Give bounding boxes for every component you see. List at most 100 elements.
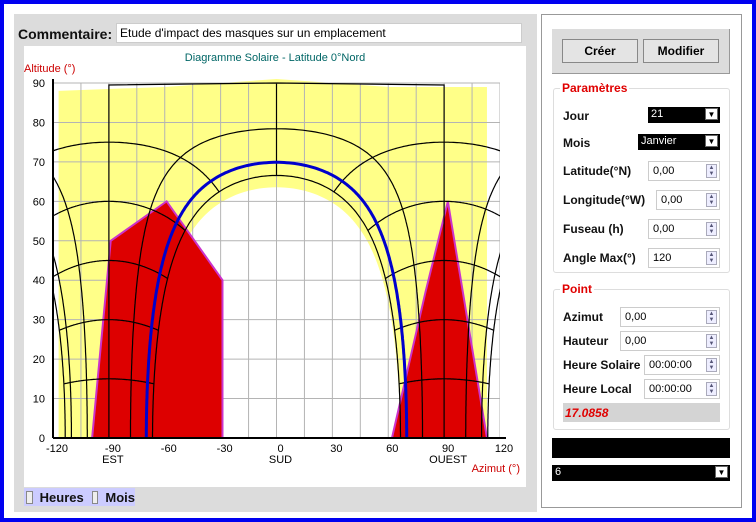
month-select[interactable]: Janvier ▼	[638, 134, 720, 150]
latitude-label: Latitude(°N)	[563, 164, 632, 178]
current-day-path	[144, 160, 409, 438]
months-checkbox[interactable]	[91, 490, 99, 504]
hour-line	[63, 378, 155, 385]
bottom-select-value: 6	[555, 466, 562, 478]
y-tick-label: 50	[33, 236, 45, 248]
angle-max-label: Angle Max(°)	[563, 251, 636, 265]
y-tick-label: 30	[33, 315, 45, 327]
x-tick-label: 120	[495, 443, 513, 455]
spinner-icon[interactable]: ▲ ▼	[706, 358, 717, 372]
x-tick-label: 90	[442, 443, 454, 455]
declination-path	[53, 288, 500, 438]
diagram-panel: Commentaire: Etude d'impact des masques …	[14, 14, 537, 512]
hour-line	[333, 141, 500, 193]
parameters-title: Paramètres	[560, 81, 630, 95]
spinner-icon[interactable]: ▲ ▼	[706, 222, 717, 236]
longitude-label: Longitude(°W)	[563, 193, 646, 207]
altitude-value: 0,00	[625, 335, 647, 347]
hour-line	[53, 259, 168, 279]
direction-label: OUEST	[429, 454, 467, 466]
solar-time-label: Heure Solaire	[563, 358, 641, 372]
month-value: Janvier	[641, 135, 677, 147]
x-tick-label: 30	[330, 443, 342, 455]
hour-line	[367, 200, 500, 231]
spinner-icon[interactable]: ▲ ▼	[706, 334, 717, 348]
month-label: Mois	[563, 136, 591, 150]
x-tick-label: 0	[277, 443, 283, 455]
altitude-label: Hauteur	[563, 334, 609, 348]
point-group: Point Azimut 0,00 ▲ ▼ Hauteur 0,00 ▲ ▼ Heure…	[553, 282, 730, 430]
timezone-label: Fuseau (h)	[563, 222, 624, 236]
declination-path	[53, 251, 500, 438]
spinner-icon[interactable]: ▲ ▼	[706, 193, 717, 207]
x-axis-label: Azimut (°)	[472, 463, 520, 475]
y-tick-label: 40	[33, 275, 45, 287]
altitude-input[interactable]: 0,00 ▲ ▼	[620, 331, 720, 351]
sun-chart-svg: 0 10 20 30 40 50 60 70 80 90 -120 -90 -60 -30 0 30 60 90 1…	[24, 52, 520, 475]
x-tick-label: -30	[217, 443, 233, 455]
parameters-group: Paramètres Jour 21 ▼ Mois Janvier ▼ Latitu…	[553, 81, 730, 273]
latitude-value: 0,00	[653, 165, 675, 177]
hours-checkbox[interactable]	[26, 490, 33, 504]
day-select[interactable]: 21 ▼	[648, 107, 720, 123]
latitude-input[interactable]: 0,00 ▲ ▼	[648, 161, 720, 181]
spinner-icon[interactable]: ▲ ▼	[706, 164, 717, 178]
color-bar	[552, 438, 730, 458]
hour-line	[394, 319, 494, 331]
azimuth-input[interactable]: 0,00 ▲ ▼	[620, 307, 720, 327]
window: Commentaire: Etude d'impact des masques …	[4, 4, 752, 518]
y-axis-label: Altitude (°)	[24, 63, 75, 75]
x-tick-label: -120	[46, 443, 68, 455]
y-tick-label: 10	[33, 394, 45, 406]
spinner-icon[interactable]: ▲ ▼	[706, 251, 717, 265]
day-label: Jour	[563, 109, 590, 123]
y-tick-label: 20	[33, 354, 45, 366]
hour-line	[53, 200, 186, 231]
spinner-icon[interactable]: ▲ ▼	[706, 310, 717, 324]
control-panel: Créer Modifier Paramètres Jour 21 ▼ Mois …	[541, 14, 742, 508]
modify-button[interactable]: Modifier	[643, 39, 719, 63]
angle-max-input[interactable]: 120 ▲ ▼	[648, 248, 720, 268]
direction-label: EST	[102, 454, 124, 466]
mask-polygon	[91, 199, 224, 438]
direction-label: SUD	[269, 454, 292, 466]
hour-line	[385, 259, 500, 279]
spinner-icon[interactable]: ▲ ▼	[706, 382, 717, 396]
comment-label: Commentaire:	[18, 26, 113, 42]
x-tick-label: -60	[161, 443, 177, 455]
azimuth-value: 0,00	[625, 311, 647, 323]
chart-title: Diagramme Solaire - Latitude 0°Nord	[185, 52, 365, 64]
sun-chart[interactable]: 0 10 20 30 40 50 60 70 80 90 -120 -90 -60 -30 0 30 60 90 1…	[24, 46, 526, 487]
x-tick-label: -90	[105, 443, 121, 455]
local-time-label: Heure Local	[563, 382, 632, 396]
bottom-select[interactable]: 6 ▼	[552, 465, 730, 481]
months-label: Mois	[105, 489, 135, 505]
declination-path	[53, 175, 500, 438]
y-tick-label: 0	[39, 433, 45, 445]
local-time-value: 00:00:00	[649, 383, 692, 395]
hour-line	[398, 378, 490, 385]
local-time-input[interactable]: 00:00:00 ▲ ▼	[644, 379, 720, 399]
point-title: Point	[560, 282, 594, 296]
day-value: 21	[651, 108, 664, 120]
chevron-down-icon: ▼	[705, 135, 718, 147]
hour-line	[59, 319, 159, 331]
y-tick-label: 80	[33, 117, 45, 129]
chevron-down-icon: ▼	[715, 466, 728, 478]
hour-line	[53, 141, 220, 193]
longitude-value: 0,00	[661, 194, 683, 206]
x-tick-label: 60	[386, 443, 398, 455]
chevron-down-icon: ▼	[705, 108, 718, 120]
create-button[interactable]: Créer	[562, 39, 638, 63]
solar-time-input[interactable]: 00:00:00 ▲ ▼	[644, 355, 720, 375]
longitude-input[interactable]: 0,00 ▲ ▼	[656, 190, 720, 210]
comment-input[interactable]: Etude d'impact des masques sur un emplac…	[116, 23, 522, 43]
azimuth-label: Azimut	[563, 310, 603, 324]
options-bar: Heures Mois	[24, 488, 135, 506]
plot-area	[53, 79, 500, 438]
hours-label: Heures	[39, 489, 84, 505]
timezone-value: 0,00	[653, 223, 675, 235]
timezone-input[interactable]: 0,00 ▲ ▼	[648, 219, 720, 239]
result-value: 17.0858	[563, 403, 720, 422]
y-tick-label: 70	[33, 157, 45, 169]
